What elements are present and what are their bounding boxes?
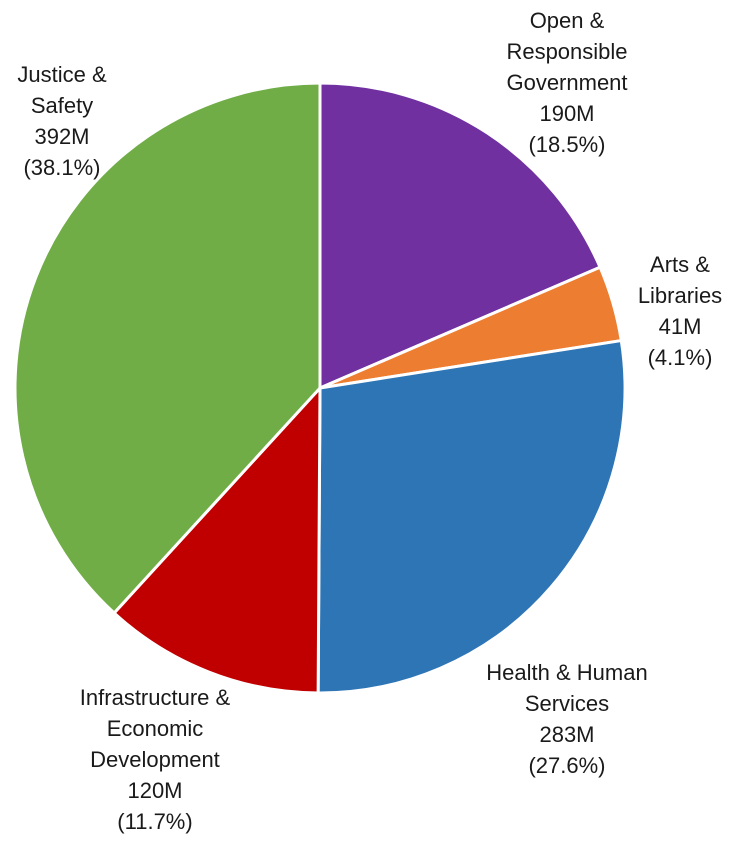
slice-label-line: 120M xyxy=(127,778,182,803)
slice-label-line: Open & xyxy=(530,8,605,33)
slice-label-line: (4.1%) xyxy=(648,345,713,370)
slice-label-line: Justice & xyxy=(17,62,107,87)
pie-slice-justice-and-safety xyxy=(13,81,322,615)
slice-label-open-and-responsible-government: Open & Responsible Government 190M (18.5%) xyxy=(506,8,627,157)
slice-label-line: 283M xyxy=(539,722,594,747)
slice-label-line: (11.7%) xyxy=(117,809,192,834)
slice-label-arts-and-libraries: Arts & Libraries 41M (4.1%) xyxy=(638,252,722,370)
slice-label-line: (27.6%) xyxy=(528,753,605,778)
slice-label-line: 392M xyxy=(34,124,89,149)
slice-label-line: Development xyxy=(90,747,220,772)
slice-label-line: Government xyxy=(506,70,627,95)
slice-label-health-and-human-services: Health & Human Services 283M (27.6%) xyxy=(486,660,647,778)
slice-label-line: (38.1%) xyxy=(23,155,100,180)
slice-label-line: 41M xyxy=(659,314,702,339)
pie-slice-infrastructure-and-economic-development xyxy=(112,386,322,695)
slice-label-line: Economic xyxy=(107,716,204,741)
slice-label-line: 190M xyxy=(539,101,594,126)
slice-label-line: Safety xyxy=(31,93,93,118)
pie-slices xyxy=(13,81,627,695)
slice-label-line: (18.5%) xyxy=(528,132,605,157)
slice-label-line: Services xyxy=(525,691,609,716)
slice-label-justice-and-safety: Justice & Safety 392M (38.1%) xyxy=(17,62,107,180)
slice-label-line: Infrastructure & xyxy=(80,685,231,710)
slice-label-line: Arts & xyxy=(650,252,710,277)
pie-slice-health-and-human-services xyxy=(316,339,627,695)
slice-label-line: Health & Human xyxy=(486,660,647,685)
pie-slice-open-and-responsible-government xyxy=(318,81,602,390)
slice-label-line: Responsible xyxy=(506,39,627,64)
pie-labels: Open & Responsible Government 190M (18.5%) Ar… xyxy=(17,8,722,834)
slice-label-infrastructure-and-economic-development: Infrastructure & Economic Development 120M (… xyxy=(80,685,231,834)
slice-label-line: Libraries xyxy=(638,283,722,308)
